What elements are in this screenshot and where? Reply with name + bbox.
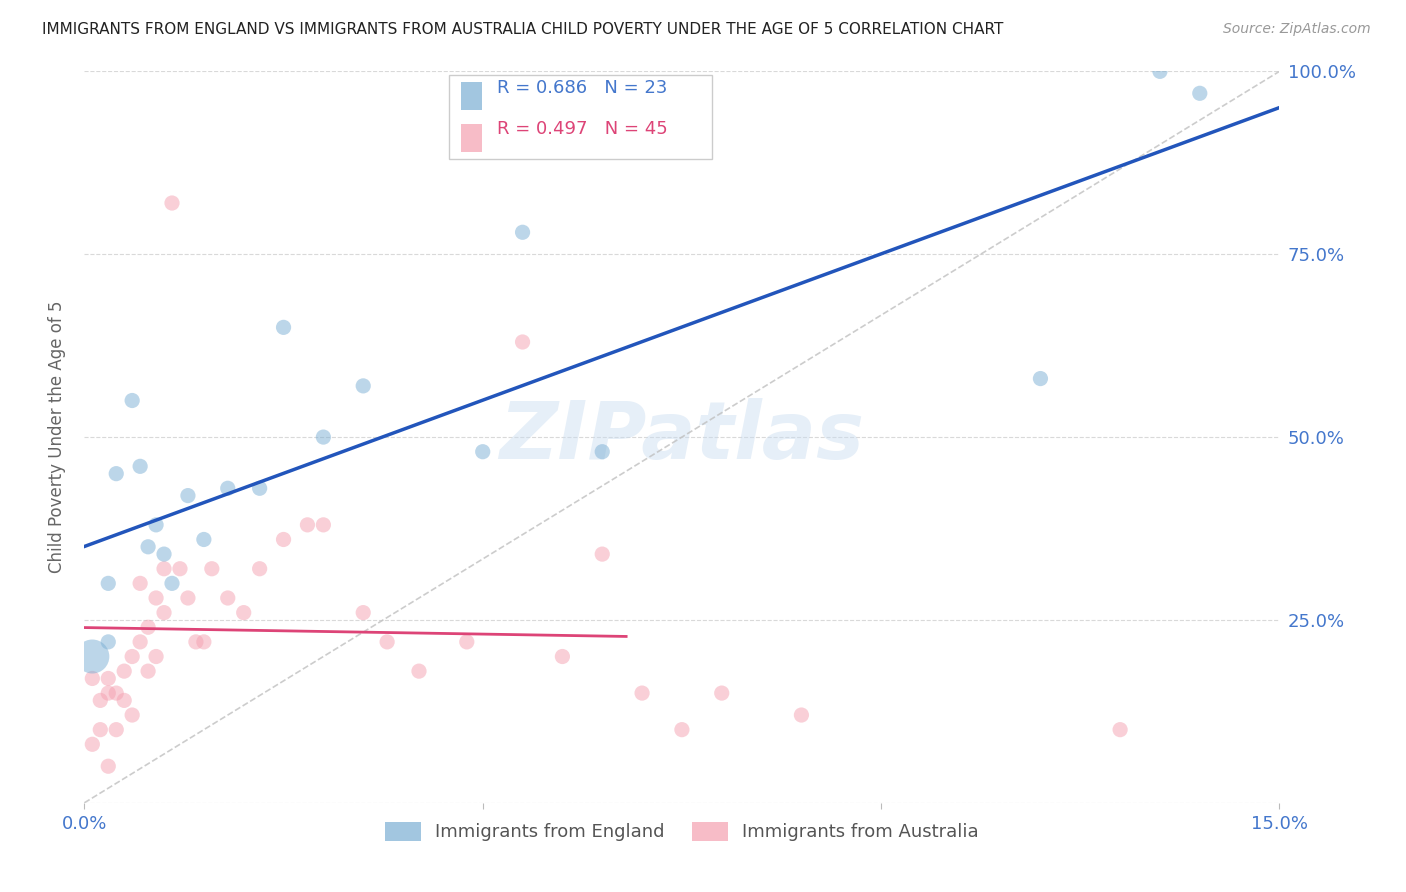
Point — [82, 672, 104, 686]
Point — [153, 562, 176, 576]
Point — [273, 533, 295, 547]
Point — [89, 723, 111, 737]
Point — [105, 467, 128, 481]
Point — [790, 708, 813, 723]
Point — [121, 649, 143, 664]
Point — [375, 635, 398, 649]
Point — [97, 686, 120, 700]
Point — [297, 517, 319, 532]
Point — [671, 723, 693, 737]
Point — [136, 664, 159, 678]
Point — [312, 430, 335, 444]
Point — [145, 649, 167, 664]
Point — [169, 562, 191, 576]
Point — [249, 562, 271, 576]
Point — [1109, 723, 1132, 737]
Point — [105, 686, 128, 700]
Point — [312, 517, 335, 532]
Point — [136, 620, 159, 634]
Point — [591, 444, 613, 458]
Point — [408, 664, 430, 678]
Point — [160, 576, 183, 591]
Point — [97, 635, 120, 649]
Point — [82, 649, 104, 664]
Point — [160, 196, 183, 211]
Text: R = 0.497   N = 45: R = 0.497 N = 45 — [496, 120, 668, 138]
Point — [352, 606, 374, 620]
Point — [89, 693, 111, 707]
Point — [249, 481, 271, 495]
Point — [456, 635, 478, 649]
Point — [512, 334, 534, 349]
Point — [631, 686, 654, 700]
Point — [177, 489, 200, 503]
Point — [136, 540, 159, 554]
Point — [97, 576, 120, 591]
Point — [82, 737, 104, 751]
Point — [201, 562, 224, 576]
Point — [97, 672, 120, 686]
Point — [232, 606, 254, 620]
Point — [153, 606, 176, 620]
Point — [112, 664, 135, 678]
Point — [129, 459, 152, 474]
Bar — [461, 124, 482, 152]
Text: R = 0.686   N = 23: R = 0.686 N = 23 — [496, 78, 666, 96]
Point — [97, 759, 120, 773]
Point — [471, 444, 494, 458]
Point — [1149, 64, 1171, 78]
Bar — [461, 82, 482, 110]
Point — [177, 591, 200, 605]
Point — [193, 635, 215, 649]
Point — [145, 591, 167, 605]
Point — [105, 723, 128, 737]
Point — [551, 649, 574, 664]
Point — [710, 686, 733, 700]
Legend: Immigrants from England, Immigrants from Australia: Immigrants from England, Immigrants from… — [378, 814, 986, 848]
Point — [512, 225, 534, 239]
Point — [121, 708, 143, 723]
FancyBboxPatch shape — [449, 75, 711, 159]
Text: IMMIGRANTS FROM ENGLAND VS IMMIGRANTS FROM AUSTRALIA CHILD POVERTY UNDER THE AGE: IMMIGRANTS FROM ENGLAND VS IMMIGRANTS FR… — [42, 22, 1004, 37]
Point — [352, 379, 374, 393]
Point — [217, 481, 239, 495]
Point — [129, 576, 152, 591]
Point — [121, 393, 143, 408]
Point — [1188, 87, 1211, 101]
Point — [193, 533, 215, 547]
Y-axis label: Child Poverty Under the Age of 5: Child Poverty Under the Age of 5 — [48, 301, 66, 574]
Point — [1029, 371, 1052, 385]
Point — [217, 591, 239, 605]
Point — [129, 635, 152, 649]
Point — [153, 547, 176, 561]
Point — [112, 693, 135, 707]
Point — [145, 517, 167, 532]
Text: ZIPatlas: ZIPatlas — [499, 398, 865, 476]
Text: Source: ZipAtlas.com: Source: ZipAtlas.com — [1223, 22, 1371, 37]
Point — [184, 635, 207, 649]
Point — [273, 320, 295, 334]
Point — [591, 547, 613, 561]
